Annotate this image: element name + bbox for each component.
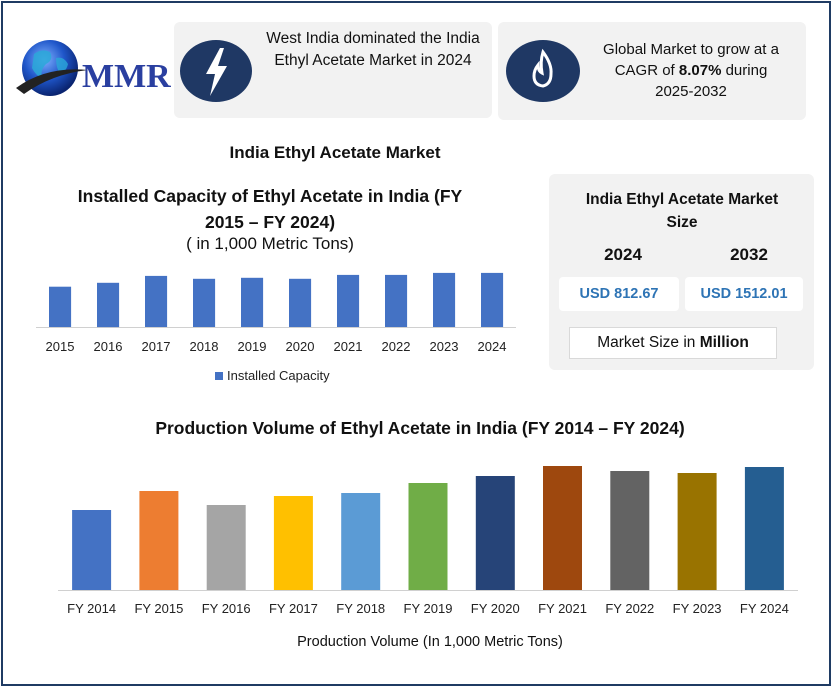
- market-size-year-2024: 2024: [604, 245, 642, 264]
- cagr-text-before: Global Market to grow at a CAGR of: [603, 41, 779, 79]
- unit-prefix: Market Size in: [597, 334, 700, 351]
- capacity-chart-legend: Installed Capacity: [215, 368, 330, 383]
- tick-label: FY 2022: [605, 601, 655, 616]
- tick-label: FY 2015: [134, 601, 184, 616]
- production-chart-xticks: FY 2014 FY 2015 FY 2016 FY 2017 FY 2018 FY 20…: [58, 601, 798, 619]
- bar-fy-2017: [273, 496, 313, 590]
- legend-swatch: [215, 371, 223, 380]
- capacity-chart: [36, 272, 516, 328]
- capacity-chart-title: Installed Capacity of Ethyl Acetate in I…: [77, 186, 463, 232]
- globe-icon: [16, 40, 88, 96]
- tick-label: 2018: [189, 339, 219, 354]
- highlight-icon-badge: [180, 40, 252, 102]
- tick-label: FY 2019: [403, 601, 453, 616]
- tick-label: 2024: [477, 339, 507, 354]
- tick-label: FY 2020: [470, 601, 520, 616]
- tick-label: 2023: [429, 339, 459, 354]
- market-size-value-2024: USD 812.67: [559, 277, 679, 311]
- tick-label: 2019: [237, 339, 267, 354]
- bar-fy-2021: [543, 466, 582, 590]
- highlight-region-text: West India dominated the India Ethyl Ace…: [266, 30, 480, 69]
- market-size-card: India Ethyl Acetate Market Size 2024 203…: [549, 174, 814, 370]
- bar-fy-2024: [744, 467, 784, 590]
- bar-2015: [49, 286, 72, 327]
- market-size-value-2032: USD 1512.01: [685, 277, 803, 311]
- tick-label: FY 2021: [538, 601, 587, 616]
- main-title: India Ethyl Acetate Market: [229, 143, 441, 162]
- tick-label: FY 2014: [67, 601, 117, 616]
- capacity-chart-subtitle: ( in 1,000 Metric Tons): [186, 234, 354, 253]
- bar-fy-2018: [341, 493, 381, 590]
- unit-bold: Million: [699, 334, 749, 351]
- bar-2021: [337, 274, 360, 327]
- tick-label: FY 2017: [268, 601, 318, 616]
- highlight-card-cagr: Global Market to grow at a CAGR of 8.07%…: [498, 22, 806, 120]
- tick-label: FY 2016: [201, 601, 251, 616]
- bar-2019: [241, 277, 264, 327]
- tick-label: 2021: [333, 339, 363, 354]
- market-size-year-2032: 2032: [730, 245, 768, 264]
- cagr-value: 8.07%: [678, 62, 722, 79]
- bar-2018: [193, 278, 216, 327]
- bar-2022: [385, 274, 408, 327]
- highlight-card-region: West India dominated the India Ethyl Ace…: [174, 22, 492, 118]
- tick-label: FY 2023: [672, 601, 722, 616]
- market-size-title: India Ethyl Acetate Market Size: [585, 191, 779, 231]
- production-chart: [58, 466, 798, 591]
- market-size-unit: Market Size in Million: [569, 327, 777, 359]
- bar-fy-2019: [408, 483, 448, 590]
- logo: MMR: [12, 36, 172, 106]
- tick-label: FY 2018: [336, 601, 386, 616]
- production-chart-xlabel: Production Volume (In 1,000 Metric Tons): [297, 634, 563, 650]
- lightning-icon: [206, 48, 227, 96]
- bar-fy-2023: [677, 473, 717, 590]
- tick-label: 2017: [141, 339, 171, 354]
- flame-icon: [532, 48, 553, 88]
- bar-2023: [433, 272, 456, 327]
- cagr-text-after: during 2025-2032: [655, 62, 768, 100]
- bar-fy-2016: [206, 505, 246, 590]
- tick-label: 2020: [285, 339, 315, 354]
- logo-text: MMR: [82, 58, 171, 95]
- production-chart-title: Production Volume of Ethyl Acetate in In…: [155, 418, 685, 438]
- highlight-icon-badge: [506, 40, 580, 102]
- bar-2024: [481, 272, 504, 327]
- bar-2020: [289, 278, 312, 327]
- tick-label: 2016: [93, 339, 123, 354]
- bar-fy-2022: [610, 471, 650, 590]
- capacity-chart-xticks: 2015 2016 2017 2018 2019 2020 2021 2022 2023 2024: [36, 339, 516, 357]
- bar-2016: [97, 282, 120, 328]
- legend-label: Installed Capacity: [227, 368, 330, 383]
- tick-label: FY 2024: [739, 601, 789, 616]
- bar-2017: [145, 275, 168, 327]
- tick-label: 2022: [381, 339, 411, 354]
- bar-fy-2015: [139, 491, 179, 590]
- tick-label: 2015: [45, 339, 75, 354]
- bar-fy-2020: [475, 476, 515, 590]
- highlight-cagr-text: Global Market to grow at a CAGR of 8.07%…: [596, 39, 786, 102]
- bar-fy-2014: [72, 510, 112, 590]
